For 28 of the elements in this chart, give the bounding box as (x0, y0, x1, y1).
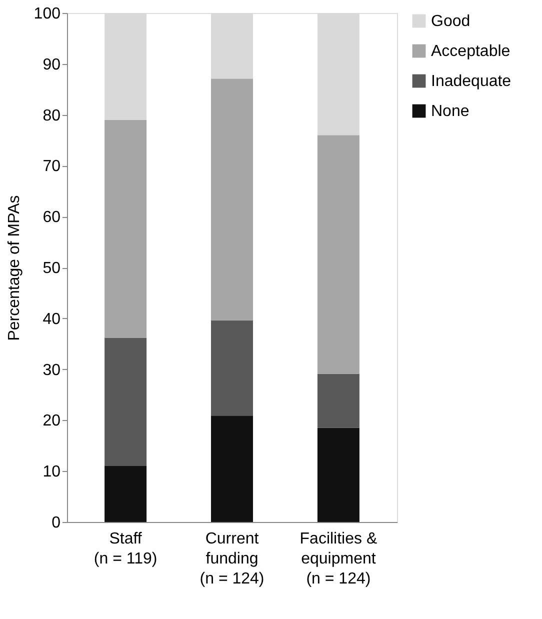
y-tick-label: 20 (42, 412, 61, 430)
y-axis-title: Percentage of MPAs (6, 195, 23, 341)
bar (211, 320, 253, 416)
y-tick-label: 50 (42, 260, 61, 277)
bar (104, 466, 147, 522)
y-tick-label: 90 (42, 56, 61, 74)
y-tick-label: 40 (42, 310, 61, 328)
bar (317, 374, 360, 428)
bar (317, 135, 360, 374)
x-tick-label: Staff (n = 119) (94, 530, 158, 568)
y-tick-label: 70 (42, 158, 61, 176)
bar (211, 78, 253, 320)
y-tick-label: 0 (52, 514, 61, 532)
bar (104, 338, 147, 466)
bar (211, 416, 253, 522)
y-tick-label: 30 (42, 362, 61, 379)
x-tick-label: Facilities & equipment (n = 124) (300, 530, 378, 588)
legend-label: Inadequate (431, 73, 512, 90)
y-tick-label: 60 (42, 209, 61, 226)
x-tick-label: Current funding (n = 124) (200, 530, 264, 588)
y-tick-label: 100 (34, 6, 61, 22)
y-tick-label: 10 (42, 464, 61, 481)
y-tick-label: 80 (42, 107, 61, 124)
bar (317, 428, 360, 522)
bar (104, 120, 147, 338)
legend-label: Good (431, 13, 470, 30)
legend-label: None (431, 103, 470, 120)
legend-label: Acceptable (431, 43, 510, 60)
